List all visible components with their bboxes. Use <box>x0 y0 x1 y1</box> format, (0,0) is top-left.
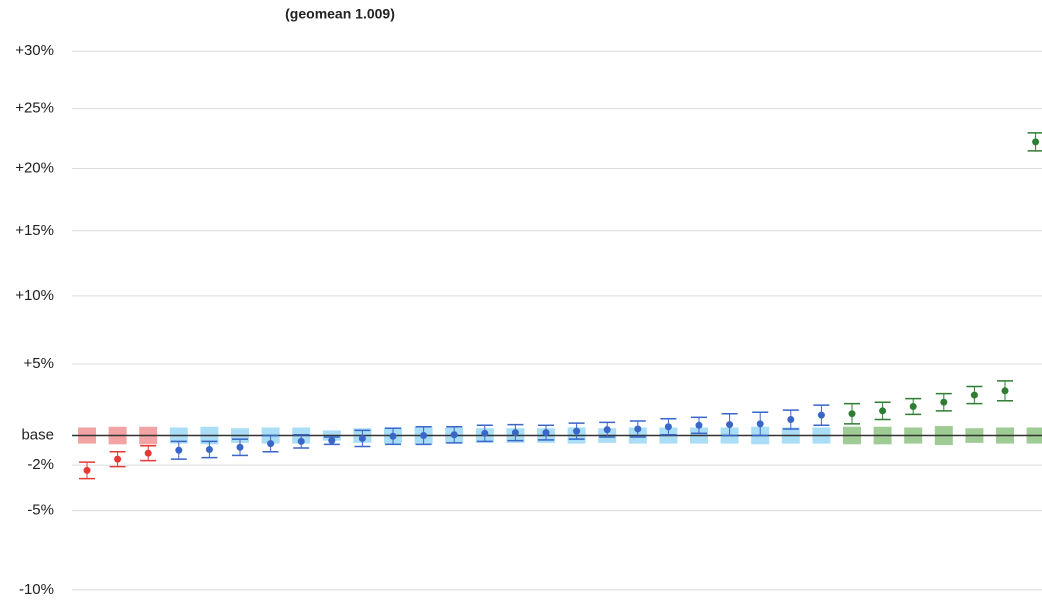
point <box>511 429 519 437</box>
point <box>940 398 948 406</box>
point <box>389 432 397 440</box>
point <box>695 421 703 429</box>
y-tick-label: +5% <box>24 355 54 372</box>
point <box>664 423 672 431</box>
point <box>358 434 366 442</box>
point <box>420 432 428 440</box>
point <box>970 391 978 399</box>
y-tick-label: +30% <box>15 42 54 59</box>
point <box>83 466 91 474</box>
chart-title: (geomean 1.009) <box>285 6 395 22</box>
point <box>481 429 489 437</box>
point <box>909 403 917 411</box>
point <box>603 426 611 434</box>
point <box>297 437 305 445</box>
point <box>817 411 825 419</box>
point <box>114 455 122 463</box>
point <box>634 425 642 433</box>
point <box>879 407 887 415</box>
point <box>450 431 458 439</box>
point <box>848 410 856 418</box>
point <box>542 429 550 437</box>
point <box>205 445 213 453</box>
point <box>328 437 336 445</box>
y-tick-label: +20% <box>15 159 54 176</box>
point <box>787 415 795 423</box>
y-tick-label: -10% <box>19 581 54 598</box>
y-tick-label: -2% <box>27 456 54 473</box>
point <box>726 421 734 429</box>
y-tick-label: -5% <box>27 502 54 519</box>
point <box>573 427 581 435</box>
y-tick-label: +15% <box>15 222 54 239</box>
y-tick-label: +25% <box>15 100 54 117</box>
point <box>175 446 183 454</box>
y-tick-label: base <box>21 426 54 443</box>
point <box>756 420 764 428</box>
y-tick-label: +10% <box>15 287 54 304</box>
point <box>144 449 152 457</box>
point <box>1032 138 1040 146</box>
point <box>267 440 275 448</box>
point <box>1001 387 1009 395</box>
point <box>236 443 244 451</box>
